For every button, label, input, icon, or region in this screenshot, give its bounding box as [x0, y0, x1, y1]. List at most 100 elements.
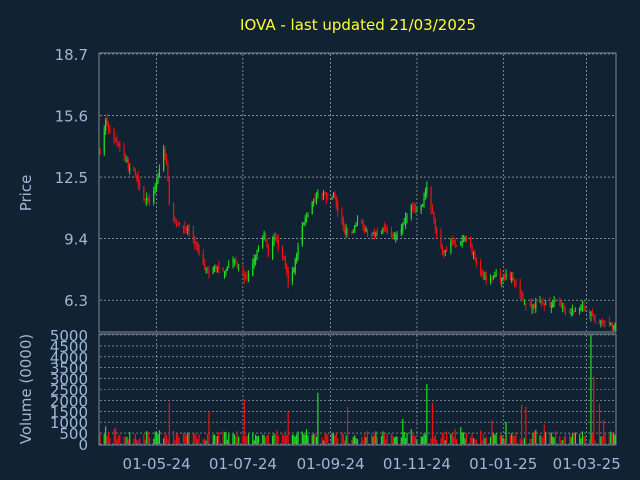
- volume-bar: [571, 433, 574, 444]
- volume-bar: [410, 429, 412, 444]
- volume-bar: [232, 433, 234, 444]
- volume-bar: [499, 434, 501, 444]
- volume-bar: [433, 436, 435, 444]
- candle-body: [313, 200, 315, 203]
- volume-bar: [386, 433, 388, 444]
- volume-bar: [197, 438, 199, 444]
- volume-bar: [301, 431, 303, 444]
- volume-bar: [472, 438, 475, 444]
- candle-body: [225, 269, 227, 274]
- volume-bar: [441, 432, 443, 444]
- volume-bar: [215, 436, 217, 444]
- volume-bar: [444, 440, 446, 444]
- candle-body: [284, 255, 286, 265]
- candle-body: [202, 254, 204, 265]
- candle-body: [529, 304, 531, 306]
- candle-body: [580, 304, 582, 311]
- candle-body: [355, 224, 357, 227]
- candle-body: [376, 230, 378, 232]
- candle-body: [342, 220, 344, 227]
- candle-body: [192, 230, 194, 238]
- candle-body: [228, 264, 230, 266]
- candle-body: [424, 192, 427, 198]
- candle-body: [214, 266, 216, 269]
- candle-body: [243, 274, 245, 279]
- candle-body: [322, 192, 325, 197]
- volume-bar: [134, 433, 136, 444]
- candle-body: [346, 228, 349, 233]
- candle-body: [545, 303, 547, 305]
- volume-bar: [226, 439, 228, 444]
- volume-bar: [222, 431, 224, 444]
- candle-body: [106, 118, 108, 126]
- candle-body: [204, 264, 206, 269]
- candle-body: [612, 325, 615, 329]
- candle-body: [430, 187, 432, 210]
- candle-body: [107, 125, 110, 129]
- volume-bar: [523, 437, 526, 444]
- volume-bar: [455, 438, 458, 444]
- volume-bar: [390, 433, 393, 444]
- volume-bar: [530, 438, 533, 444]
- volume-bar: [492, 432, 494, 444]
- candle-body: [262, 237, 264, 248]
- volume-bar: [164, 431, 166, 444]
- candle-body: [218, 265, 220, 269]
- candle-body: [461, 240, 463, 242]
- candle-body: [598, 320, 601, 325]
- volume-bar: [113, 429, 115, 444]
- volume-bar: [570, 437, 572, 444]
- candle-body: [164, 150, 166, 156]
- volume-bar: [461, 432, 463, 444]
- candle-body: [363, 228, 366, 230]
- candle-body: [382, 228, 384, 231]
- candle-body: [564, 310, 567, 312]
- price-grid: [100, 53, 615, 331]
- candle-body: [296, 254, 298, 262]
- candle-body: [608, 322, 610, 326]
- candle-body: [127, 158, 129, 168]
- volume-bar: [144, 439, 146, 444]
- volume-bar: [426, 384, 428, 444]
- volume-bar: [414, 436, 417, 444]
- candle-body: [247, 274, 250, 277]
- volume-bar: [383, 433, 385, 444]
- candle-body: [471, 245, 473, 253]
- volume-bar: [267, 434, 269, 444]
- volume-bar: [307, 435, 309, 444]
- candle-body: [523, 301, 526, 303]
- candle-body: [304, 219, 306, 225]
- candle-body: [212, 267, 214, 274]
- volume-bar: [233, 434, 236, 444]
- candle-body: [113, 130, 115, 141]
- candle-body: [165, 153, 168, 161]
- volume-bar: [451, 433, 453, 444]
- volume-bar: [380, 435, 383, 444]
- candle-body: [257, 248, 260, 250]
- candle-body: [601, 319, 603, 322]
- candle-body: [413, 207, 415, 209]
- candle-body: [274, 235, 277, 241]
- volume-bar: [588, 439, 591, 444]
- candle-body: [238, 268, 240, 270]
- volume-bar: [172, 430, 175, 444]
- volume-bar: [346, 406, 349, 444]
- candle-body: [494, 276, 496, 278]
- volume-bar: [129, 431, 131, 444]
- volume-bar: [194, 432, 196, 444]
- candle-body: [267, 246, 269, 257]
- candle-body: [533, 304, 535, 308]
- volume-bar: [521, 404, 523, 444]
- candle-body: [174, 218, 176, 222]
- candle-body: [286, 264, 288, 273]
- volume-bar: [223, 432, 226, 444]
- volume-bar: [315, 436, 318, 444]
- volume-bar: [522, 440, 524, 444]
- candle-body: [168, 179, 170, 205]
- candle-body: [253, 258, 255, 264]
- candle-body: [420, 205, 422, 212]
- candle-body: [504, 276, 506, 278]
- volume-bar: [178, 437, 180, 444]
- volume-bar: [501, 435, 503, 444]
